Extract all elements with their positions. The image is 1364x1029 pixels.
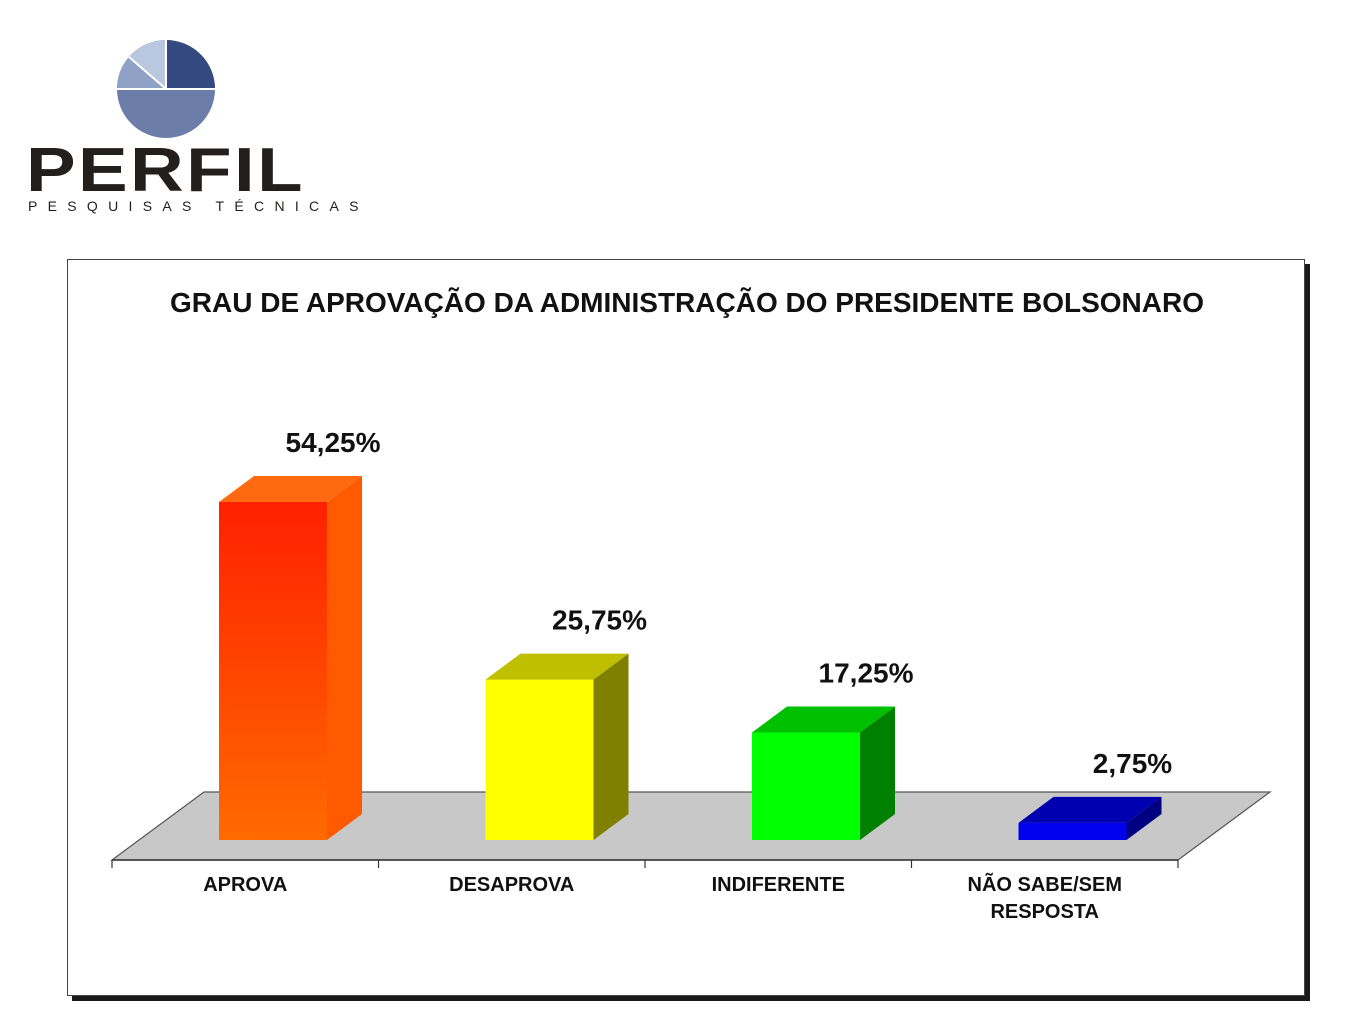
category-label: DESAPROVA	[449, 874, 574, 896]
x-axis-ticks	[111, 860, 1179, 868]
category-label: NÃO SABE/SEM	[968, 873, 1122, 896]
bar-side	[327, 476, 362, 840]
bar-1	[485, 653, 629, 840]
bar-top	[752, 706, 895, 733]
category-label: INDIFERENTE	[712, 874, 845, 896]
bar-0	[219, 476, 362, 840]
data-label: 2,75%	[1093, 748, 1172, 779]
bar-side	[593, 653, 629, 840]
bar-3	[1018, 796, 1162, 840]
bar-side	[860, 706, 895, 840]
category-label: RESPOSTA	[990, 901, 1099, 923]
brand-tagline: PESQUISAS TÉCNICAS	[28, 198, 369, 214]
data-label: 25,75%	[552, 605, 647, 636]
data-labels: 54,25% 25,75% 17,25% 2,75%	[286, 427, 1173, 779]
bar-top	[219, 476, 362, 502]
bar-front	[485, 679, 594, 840]
bar-front	[1018, 822, 1127, 840]
bars	[219, 476, 1162, 840]
category-label: APROVA	[203, 874, 287, 896]
bar-front	[752, 732, 860, 840]
bar-side	[1126, 796, 1162, 840]
brand-name: PERFIL	[26, 136, 305, 205]
bar-top	[1018, 796, 1162, 823]
bar-top	[485, 653, 629, 680]
data-label: 54,25%	[286, 427, 381, 458]
bar-front	[219, 502, 327, 840]
bar-2	[752, 706, 895, 840]
logo: PERFIL PESQUISAS TÉCNICAS	[24, 36, 358, 226]
category-labels: APROVA DESAPROVA INDIFERENTE NÃO SABE/SEM RE…	[203, 873, 1122, 923]
chart-title: GRAU DE APROVAÇÃO DA ADMINISTRAÇÃO DO PR…	[170, 287, 1204, 318]
pie-logo-icon	[117, 40, 215, 138]
data-label: 17,25%	[819, 658, 914, 689]
